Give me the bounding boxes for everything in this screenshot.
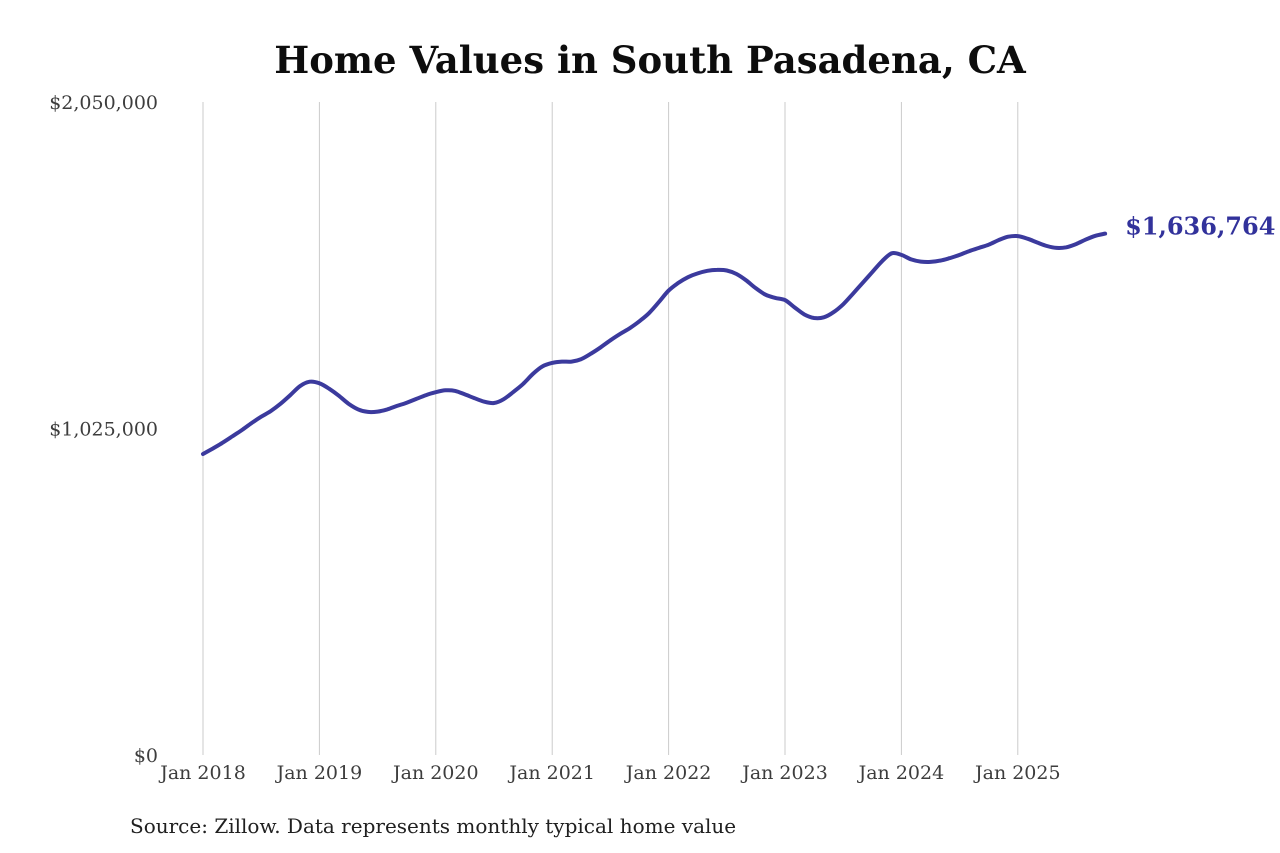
gridlines-group <box>202 102 1019 755</box>
x-tick-label: Jan 2021 <box>507 762 595 784</box>
x-tick-label: Jan 2023 <box>740 762 828 784</box>
x-axis-labels-group: Jan 2018 Jan 2019 Jan 2020 Jan 2021 Jan 2022… <box>158 762 1060 784</box>
x-tick-label: Jan 2018 <box>158 762 246 784</box>
y-tick-label: $1,025,000 <box>49 419 158 441</box>
y-tick-label: $0 <box>134 745 158 767</box>
chart-title: Home Values in South Pasadena, CA <box>274 38 1027 82</box>
x-tick-label: Jan 2024 <box>857 762 945 784</box>
x-tick-label: Jan 2025 <box>973 762 1061 784</box>
x-tick-label: Jan 2019 <box>275 762 363 784</box>
x-tick-label: Jan 2022 <box>624 762 712 784</box>
y-tick-label: $2,050,000 <box>49 92 158 114</box>
source-note: Source: Zillow. Data represents monthly … <box>130 814 736 838</box>
latest-value-label: $1,636,764 <box>1125 212 1275 241</box>
y-axis-labels-group: $2,050,000 $1,025,000 $0 <box>49 92 158 767</box>
x-tick-label: Jan 2020 <box>391 762 479 784</box>
home-value-line-series <box>201 231 1108 456</box>
